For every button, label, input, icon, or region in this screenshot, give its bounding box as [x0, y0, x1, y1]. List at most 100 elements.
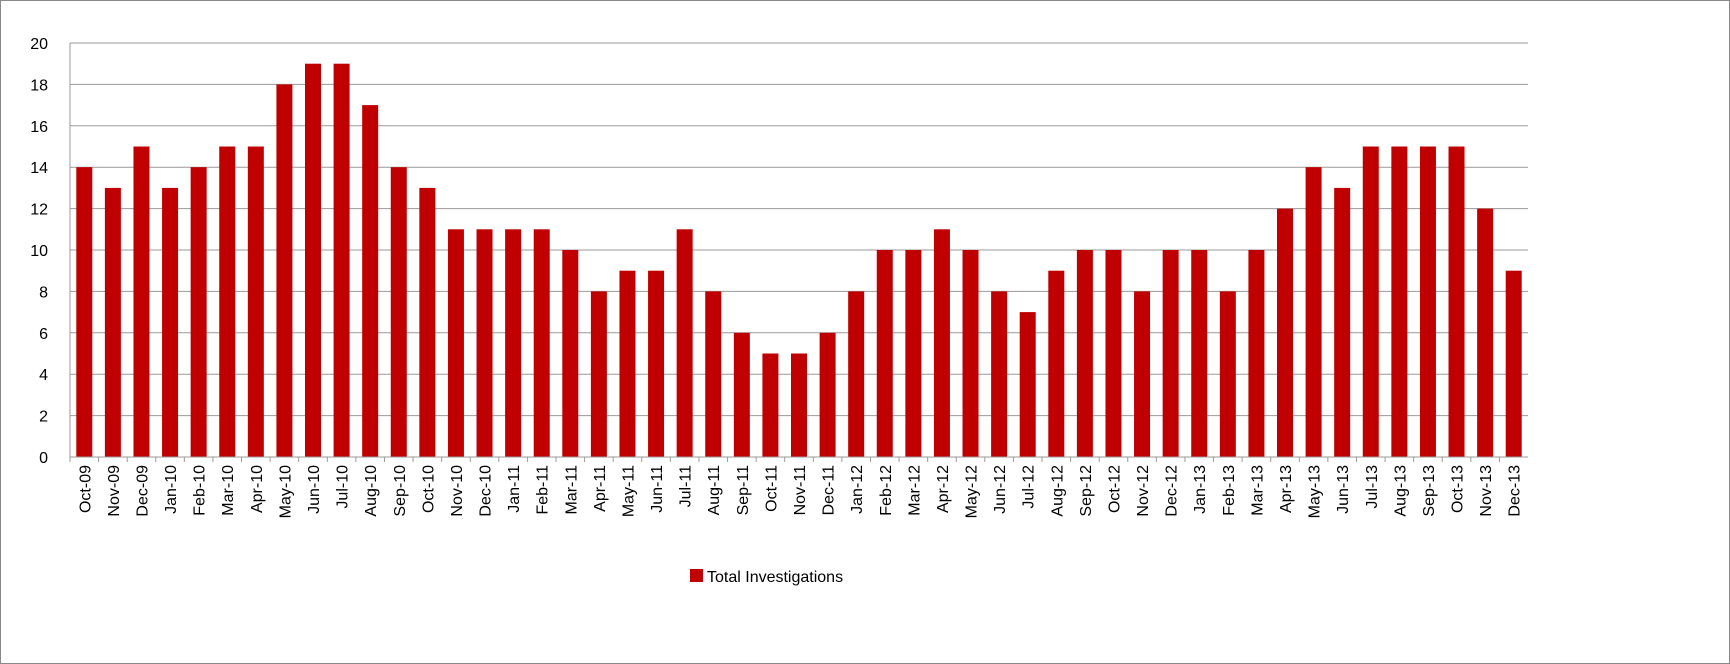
x-tick-label: Mar-12 [906, 465, 923, 516]
x-tick-label: Jan-13 [1192, 465, 1209, 514]
y-tick-label: 2 [39, 409, 48, 426]
x-tick-label: Dec-12 [1164, 465, 1181, 517]
bar [76, 167, 93, 457]
x-tick-label: Sep-11 [735, 465, 752, 516]
bar [419, 187, 436, 457]
x-tick-label: Sep-12 [1078, 465, 1095, 517]
bar [819, 332, 836, 457]
x-tick-label: Nov-10 [449, 465, 466, 517]
x-tick-label: Dec-09 [134, 465, 151, 517]
y-tick-label: 6 [39, 326, 48, 343]
bar [705, 291, 722, 457]
bar [1048, 270, 1065, 457]
x-tick-label: Oct-13 [1450, 465, 1467, 513]
x-tick-label: Apr-13 [1278, 465, 1295, 513]
x-tick-label: Oct-09 [77, 465, 94, 513]
y-tick-label: 0 [39, 450, 48, 467]
bar [447, 229, 464, 457]
bar [1477, 208, 1494, 457]
bar [1134, 291, 1151, 457]
x-tick-label: Dec-11 [821, 465, 838, 515]
x-tick-label: Jul-12 [1021, 465, 1038, 509]
x-tick-label: Nov-09 [106, 465, 123, 517]
x-tick-label: Feb-12 [878, 465, 895, 516]
bar [162, 187, 179, 457]
x-tick-label: Jun-12 [992, 465, 1009, 514]
bar [905, 250, 922, 457]
x-tick-label: Jun-10 [306, 465, 323, 514]
x-tick-label: Mar-10 [220, 465, 237, 516]
bar [1505, 270, 1522, 457]
bar [562, 250, 579, 457]
x-tick-label: Nov-11 [792, 465, 809, 515]
bar [762, 353, 779, 457]
bar [190, 167, 207, 457]
x-tick-label: Nov-12 [1135, 465, 1152, 517]
bar [505, 229, 522, 457]
bar [1105, 250, 1122, 457]
bar [133, 146, 150, 457]
x-tick-label: Jul-10 [335, 465, 352, 509]
bar [247, 146, 264, 457]
bar [1248, 250, 1265, 457]
bar [1362, 146, 1379, 457]
y-tick-label: 20 [30, 36, 48, 53]
bar [476, 229, 493, 457]
x-tick-label: Jan-10 [163, 465, 180, 514]
x-tick-label: May-10 [277, 465, 294, 518]
legend-swatch [690, 569, 703, 582]
bar [362, 105, 379, 457]
x-tick-label: Jun-11 [649, 465, 666, 513]
x-tick-label: Apr-10 [249, 465, 266, 513]
bar [1019, 312, 1036, 457]
bar [305, 63, 321, 457]
bar [1391, 146, 1408, 457]
bar [733, 332, 750, 457]
bar [533, 229, 550, 457]
x-tick-label: Aug-10 [363, 465, 380, 517]
x-tick-label: Feb-11 [535, 465, 552, 515]
bar [1219, 291, 1236, 457]
x-tick-label: Aug-13 [1392, 465, 1409, 517]
bar [933, 229, 950, 457]
bar [333, 63, 350, 457]
bar [791, 353, 807, 457]
x-tick-label: Aug-11 [706, 465, 723, 516]
x-tick-label: Apr-12 [935, 465, 952, 513]
y-tick-label: 4 [39, 367, 48, 384]
x-tick-label: Jan-12 [849, 465, 866, 514]
x-tick-label: Jun-13 [1335, 465, 1352, 514]
legend-label: Total Investigations [707, 569, 843, 586]
bar [1076, 250, 1093, 457]
x-tick-label: Apr-11 [592, 465, 609, 512]
x-tick-label: Jul-11 [678, 465, 695, 507]
x-tick-label: Dec-13 [1507, 465, 1524, 517]
x-tick-label: Jan-11 [506, 465, 523, 513]
y-tick-label: 14 [30, 160, 48, 177]
bar [676, 229, 693, 457]
bar [276, 84, 293, 458]
bar [104, 187, 121, 457]
bar [1305, 167, 1322, 457]
x-tick-label: May-13 [1307, 465, 1324, 518]
x-tick-label: May-11 [620, 465, 637, 517]
x-tick-label: May-12 [964, 465, 981, 518]
y-tick-label: 18 [30, 77, 48, 94]
y-tick-label: 8 [39, 284, 48, 301]
bar [1419, 146, 1436, 457]
bar [991, 291, 1008, 457]
x-tick-label: Mar-13 [1249, 465, 1266, 516]
bar [619, 270, 636, 457]
x-tick-label: Sep-13 [1421, 465, 1438, 517]
x-tick-label: Dec-10 [478, 465, 495, 517]
x-tick-label: Oct-10 [420, 465, 437, 513]
bar [648, 270, 665, 457]
x-tick-label: Oct-11 [763, 465, 780, 512]
x-tick-label: Feb-13 [1221, 465, 1238, 516]
y-tick-label: 12 [30, 202, 48, 219]
x-tick-label: Aug-12 [1049, 465, 1066, 517]
y-tick-label: 10 [30, 243, 48, 260]
x-tick-label: Feb-10 [192, 465, 209, 516]
bar [876, 250, 893, 457]
